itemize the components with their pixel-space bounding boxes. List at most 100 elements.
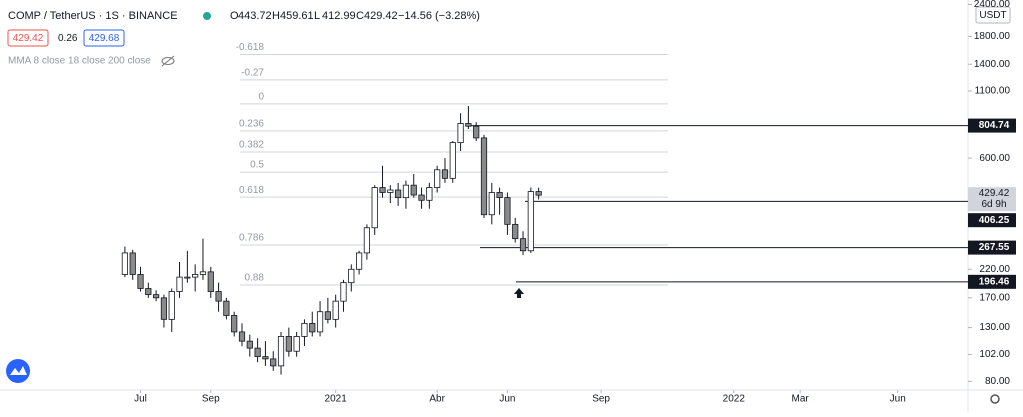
candle-body	[316, 311, 324, 333]
x-tick-label: 2021	[325, 394, 348, 405]
candle-body	[184, 276, 191, 279]
fib-label: -0.27	[241, 67, 264, 78]
y-tick-label: 2400.00	[974, 0, 1011, 10]
candle-body	[379, 187, 386, 193]
candle-body	[277, 336, 285, 367]
candle-body	[129, 252, 136, 275]
candle-body	[324, 311, 331, 320]
ohlc-key: C	[356, 10, 364, 22]
y-tick-label: 170.00	[979, 292, 1010, 303]
candle-body	[480, 137, 488, 216]
y-tick-label: 130.00	[979, 322, 1010, 333]
candle-body	[137, 274, 144, 289]
candle-body	[395, 189, 402, 199]
candle-body	[309, 322, 316, 333]
x-tick-label: Sep	[592, 394, 610, 405]
y-tick-label: 102.00	[979, 349, 1010, 360]
candle-body	[348, 268, 355, 284]
candle-body	[301, 322, 308, 337]
arrow	[514, 288, 524, 298]
price-tag	[968, 240, 1016, 255]
candle-body	[434, 169, 441, 188]
candle-body	[215, 291, 222, 302]
ask: 429.68	[89, 33, 120, 44]
settings-icon[interactable]	[990, 394, 1000, 404]
price-tag	[968, 213, 1016, 228]
candle-body	[293, 336, 300, 352]
candle-body	[168, 291, 175, 320]
ohlc-header: O 443.72 H 459.61 L 412.99 C 429.42	[230, 10, 398, 22]
fib-label: -0.618	[236, 42, 265, 53]
x-tick-label: Jul	[134, 394, 147, 405]
countdown: 6d 9h	[981, 199, 1006, 210]
candle-body	[199, 271, 207, 275]
price-tag-label: 196.46	[979, 276, 1010, 287]
ohlc-value: 443.72	[238, 10, 272, 22]
ohlc-key: O	[230, 10, 239, 22]
candle-body	[192, 274, 199, 278]
indicator: MMA 8 close 18 close 200 close	[8, 56, 151, 67]
fib-label: 0.88	[245, 273, 265, 284]
price-tag-label: 406.25	[979, 215, 1010, 226]
fib-label: 0	[258, 92, 264, 103]
candle-body	[332, 300, 339, 320]
candle-body	[262, 356, 269, 360]
candle-body	[371, 187, 378, 229]
candle-body	[519, 238, 527, 252]
candle-body	[238, 331, 246, 342]
ohlc-value: 412.99	[322, 10, 356, 22]
candle-body	[254, 347, 261, 358]
y-tick-label: 1800.00	[974, 31, 1011, 42]
y-tick-label: 1400.00	[974, 59, 1011, 70]
x-tick-label: Mar	[792, 394, 810, 405]
currency-box[interactable]	[975, 6, 1011, 24]
x-tick-label: Abr	[429, 394, 445, 405]
candle-body	[488, 192, 495, 216]
ask-box[interactable]	[83, 29, 125, 47]
last-price-tag	[968, 187, 1016, 212]
ohlc-key: H	[272, 10, 280, 22]
x-tick-label: 2022	[723, 394, 746, 405]
candle-body	[363, 227, 371, 254]
candle-body	[441, 169, 449, 179]
y-tick-label: 600.00	[979, 153, 1010, 164]
fib-label: 0.382	[239, 140, 264, 151]
ohlc-value: 429.42	[364, 10, 398, 22]
candle-body	[465, 123, 472, 127]
bid: 429.42	[13, 33, 44, 44]
y-tick-label: 220.00	[979, 264, 1010, 275]
plot: -0.618 -0.27 0 0.236 0.382 0.5 0.618 0.786 0.88	[121, 42, 968, 375]
status-dot	[203, 12, 211, 20]
candle-body	[426, 187, 433, 201]
ohlc-value: 459.61	[280, 10, 314, 22]
candle-body	[355, 252, 363, 270]
fib-label: 0.5	[250, 160, 264, 171]
candle-body	[223, 300, 230, 316]
candle-body	[449, 142, 456, 179]
spread: 0.26	[58, 33, 78, 44]
candle-body	[457, 123, 464, 144]
candle-body	[153, 294, 160, 299]
price-tag	[968, 118, 1016, 133]
eye-icon[interactable]	[161, 55, 175, 67]
candle-body	[121, 252, 129, 275]
candle-body	[176, 276, 183, 292]
y-tick-label: 1100.00	[975, 86, 1011, 97]
bid-box[interactable]	[7, 29, 49, 47]
candle-body	[231, 315, 238, 333]
fib-label: 0.618	[239, 185, 264, 196]
change: −14.56 (−3.28%)	[398, 10, 480, 22]
price-tag-label: 267.55	[979, 242, 1010, 253]
x-tick-label: Jun	[890, 394, 906, 405]
candle-body	[535, 191, 542, 196]
price-tag	[968, 274, 1016, 289]
candle-body	[512, 223, 519, 240]
price-tag-label: 804.74	[979, 120, 1010, 131]
candle-body	[145, 288, 152, 296]
logo[interactable]	[6, 359, 30, 383]
candle-body	[504, 197, 511, 225]
candle-body	[527, 191, 534, 252]
last-price: 429.42	[979, 188, 1010, 199]
